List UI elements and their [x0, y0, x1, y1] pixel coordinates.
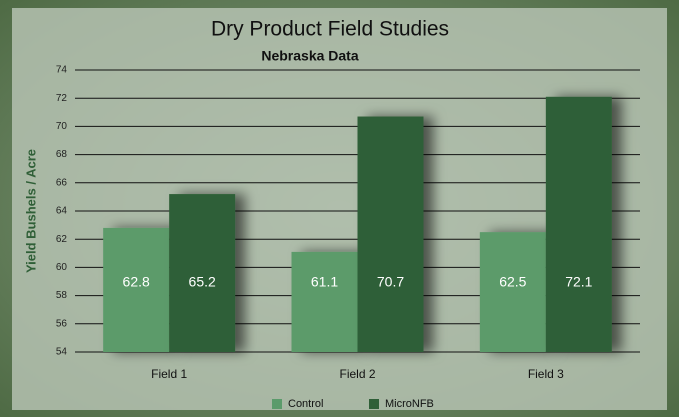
legend-label: Control: [288, 398, 323, 410]
x-tick-label: Field 2: [339, 367, 375, 381]
y-tick-label: 70: [56, 121, 68, 132]
bar: [358, 117, 424, 352]
bar: [546, 97, 612, 352]
y-tick-label: 60: [56, 262, 68, 273]
value-label: 61.1: [311, 274, 338, 290]
x-tick-label: Field 3: [528, 367, 564, 381]
value-label: 62.5: [499, 274, 526, 290]
y-tick-label: 54: [56, 347, 68, 358]
chart-subtitle: Nebraska Data: [261, 48, 358, 64]
value-label: 62.8: [123, 274, 150, 290]
value-label: 65.2: [189, 274, 216, 290]
legend-swatch: [369, 399, 379, 409]
y-tick-label: 72: [56, 93, 68, 104]
value-label: 72.1: [565, 274, 592, 290]
x-tick-label: Field 1: [151, 367, 187, 381]
bar: [103, 228, 169, 352]
chart-title: Dry Product Field Studies: [211, 18, 449, 41]
value-label: 70.7: [377, 274, 404, 290]
y-axis-label: Yield Bushels / Acre: [23, 149, 38, 273]
y-tick-label: 68: [56, 149, 68, 160]
legend-swatch: [272, 399, 282, 409]
y-tick-label: 58: [56, 290, 68, 301]
legend-label: MicroNFB: [385, 398, 434, 410]
y-tick-label: 62: [56, 234, 68, 245]
bar: [480, 232, 546, 352]
y-tick-label: 56: [56, 318, 68, 329]
y-tick-label: 64: [56, 206, 68, 217]
y-tick-label: 66: [56, 177, 68, 188]
y-tick-label: 74: [56, 65, 68, 76]
bar: [292, 252, 358, 352]
chart: Dry Product Field Studies Nebraska Data …: [0, 0, 679, 417]
